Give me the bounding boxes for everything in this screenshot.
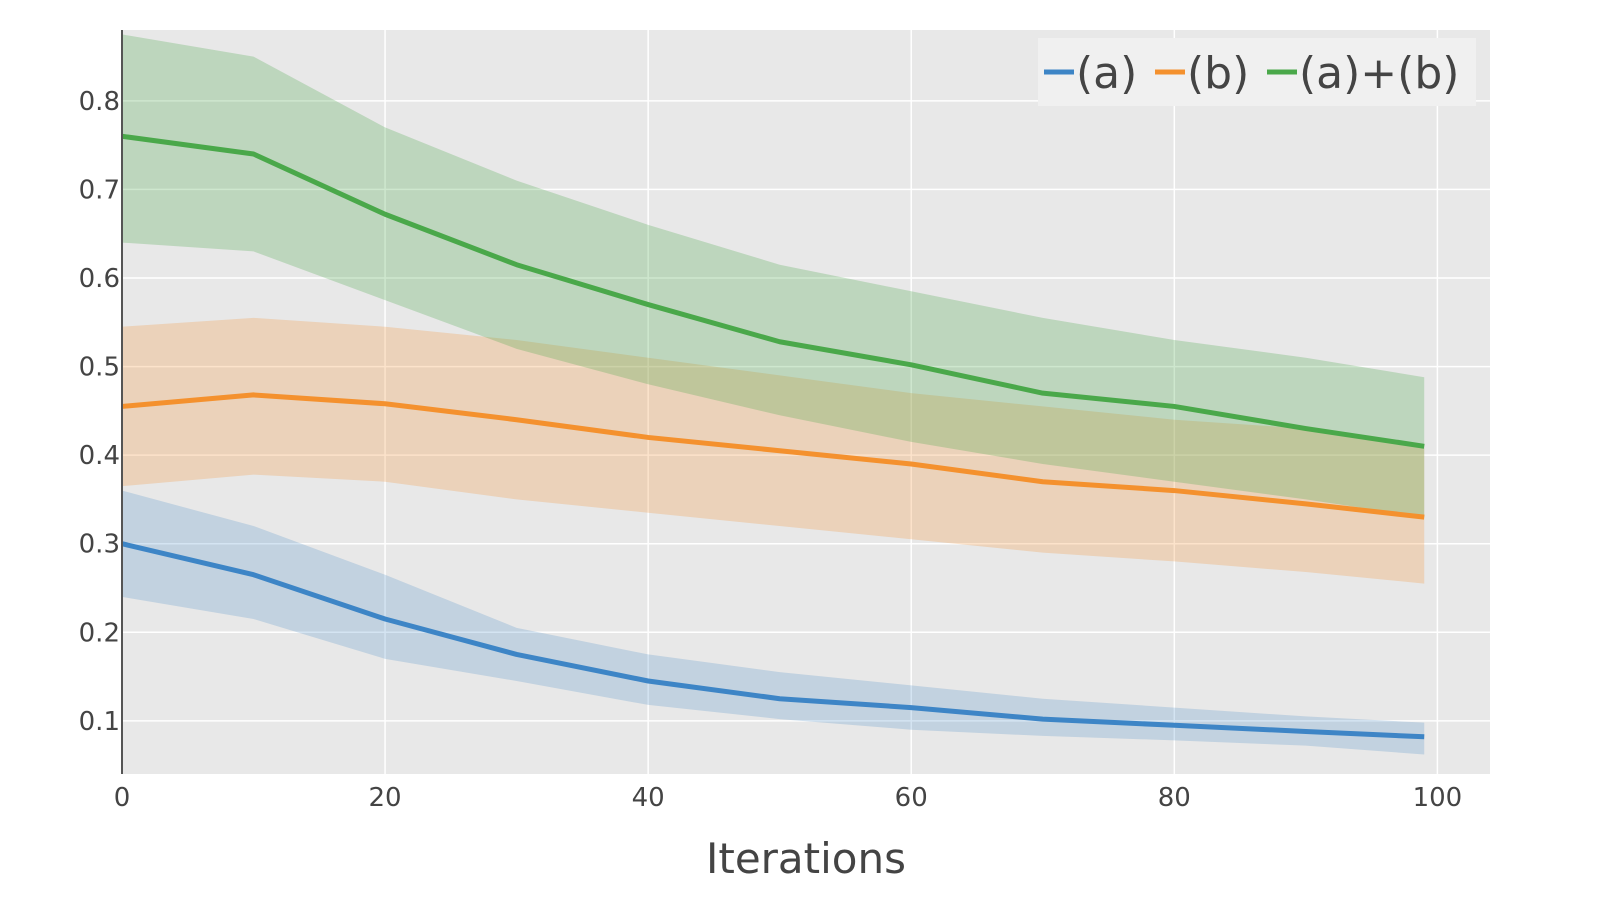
band-1 (122, 490, 1425, 755)
y-axis-ticks: 0.1 0.2 0.3 0.4 0.5 0.6 0.7 0.8 (79, 87, 120, 737)
x-axis-ticks: 0 20 40 60 80 100 (114, 783, 1462, 813)
x-tick-label: 0 (114, 783, 131, 813)
legend: (a) (b) (a)+(b) (1038, 38, 1476, 106)
y-tick-label: 0.6 (79, 264, 120, 294)
x-tick-label: 80 (1158, 783, 1191, 813)
legend-background (1038, 38, 1476, 106)
series-lines (121, 133, 1425, 740)
x-tick-label: 100 (1413, 783, 1463, 813)
y-tick-label: 0.4 (79, 441, 120, 471)
x-tick-label: 40 (632, 783, 665, 813)
y-tick-label: 0.1 (79, 707, 120, 737)
y-tick-label: 0.3 (79, 530, 120, 560)
legend-label: (a)+(b) (1299, 48, 1459, 99)
y-gridlines (122, 100, 1490, 722)
legend-item-1[interactable]: (a) (1044, 48, 1137, 99)
legend-label: (a) (1076, 48, 1137, 99)
x-tick-label: 60 (895, 783, 928, 813)
legend-item-3[interactable]: (a)+(b) (1267, 48, 1459, 99)
series-line-1 (121, 541, 1425, 740)
y-tick-label: 0.7 (79, 175, 120, 205)
x-axis-title: Iterations (706, 834, 906, 883)
y-tick-label: 0.2 (79, 618, 120, 648)
x-tick-label: 20 (369, 783, 402, 813)
x-gridlines (384, 30, 1439, 774)
legend-item-2[interactable]: (b) (1155, 48, 1249, 99)
series-line-2 (121, 392, 1425, 520)
y-tick-label: 0.5 (79, 353, 120, 383)
series-line-3 (121, 133, 1425, 449)
y-tick-label: 0.8 (79, 87, 120, 117)
legend-label: (b) (1187, 48, 1249, 99)
